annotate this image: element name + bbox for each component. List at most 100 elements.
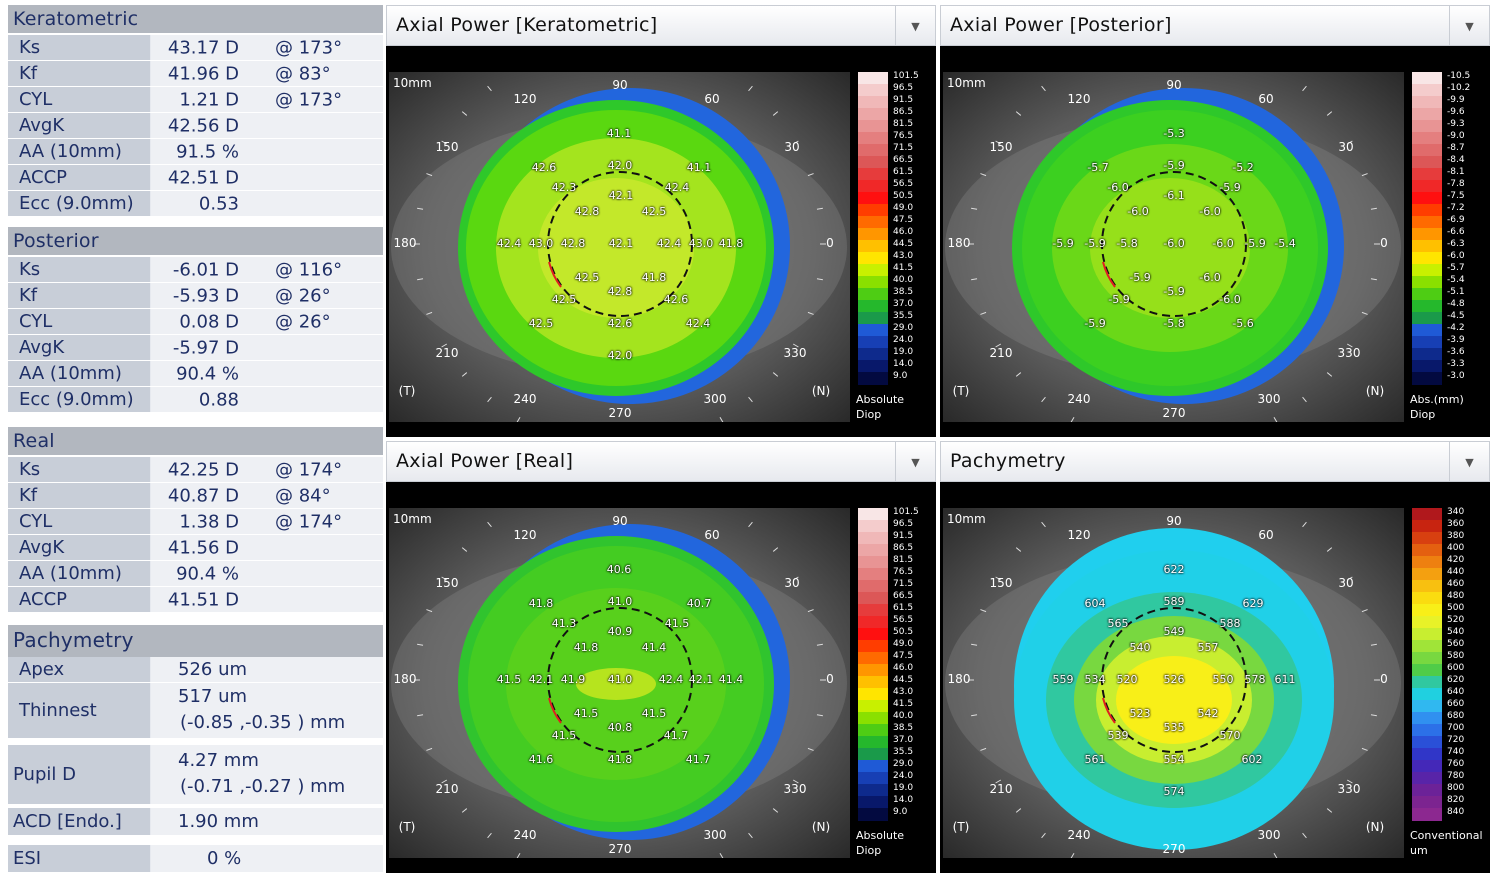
legend-label: 91.5 bbox=[893, 531, 914, 541]
view-dropdown-button[interactable]: ▼ bbox=[1449, 6, 1489, 46]
color-legend: 101.5 96.5 91.5 86.5 81.5 76.5 71.5 66.5 61.5 56.… bbox=[856, 71, 936, 422]
legend-swatch bbox=[1412, 372, 1442, 385]
topography-map[interactable]: 90 120 60 150 30 180 0 210 330 240 300 270 (T) (N) 41.… bbox=[389, 72, 850, 422]
acd-value: 1.90 mm bbox=[178, 811, 259, 832]
angle-label-a330: 330 bbox=[1337, 346, 1361, 360]
legend-label: 71.5 bbox=[893, 579, 914, 589]
row-value: 43.17 D bbox=[167, 37, 239, 58]
legend-swatch bbox=[858, 688, 888, 701]
legend-unit: Diop bbox=[856, 408, 882, 421]
angle-label-a180: 180 bbox=[947, 236, 971, 250]
legend-swatch bbox=[1412, 700, 1442, 713]
legend-label: 14.0 bbox=[893, 359, 914, 369]
view-dropdown-button[interactable]: ▼ bbox=[895, 6, 935, 46]
angle-label-a30: 30 bbox=[1338, 140, 1354, 154]
row-label: Ecc (9.0mm) bbox=[8, 191, 150, 216]
legend-swatch bbox=[1412, 748, 1442, 761]
map-value: 42.1 bbox=[528, 673, 554, 686]
angle-label-a150: 150 bbox=[435, 576, 459, 590]
panel-header: Axial Power [Keratometric] ▼ bbox=[386, 5, 936, 46]
map-value: -6.0 bbox=[1199, 205, 1221, 218]
legend-label: 540 bbox=[1447, 627, 1465, 637]
legend-swatch bbox=[1412, 772, 1442, 785]
legend-swatch bbox=[858, 168, 888, 181]
scale-label: 10mm bbox=[947, 76, 986, 90]
row-value: 42.51 D bbox=[167, 167, 239, 188]
legend-swatch bbox=[1412, 664, 1442, 677]
legend-swatch bbox=[858, 520, 888, 533]
map-value: 604 bbox=[1084, 597, 1106, 610]
pupil-coord: (-0.71 ,-0.27 ) mm bbox=[180, 776, 346, 797]
angle-label-a150: 150 bbox=[989, 140, 1013, 154]
legend-label: 520 bbox=[1447, 615, 1465, 625]
legend-label: 86.5 bbox=[893, 107, 914, 117]
legend-label: 740 bbox=[1447, 747, 1465, 757]
row-value: -6.01 D bbox=[172, 259, 239, 280]
row-label: Ks bbox=[8, 35, 150, 60]
map-value: 41.8 bbox=[718, 237, 744, 250]
legend-label: -10.5 bbox=[1447, 71, 1471, 81]
thinnest-coord: (-0.85 ,-0.35 ) mm bbox=[180, 712, 346, 733]
legend-label: 360 bbox=[1447, 519, 1465, 529]
legend-label: -3.3 bbox=[1447, 359, 1465, 369]
legend-label: -3.0 bbox=[1447, 371, 1465, 381]
angle-label-a240: 240 bbox=[513, 828, 537, 842]
angle-label-a300: 300 bbox=[703, 828, 727, 842]
legend-label: 43.0 bbox=[893, 687, 914, 697]
legend-label: 81.5 bbox=[893, 119, 914, 129]
legend-label: 46.0 bbox=[893, 663, 914, 673]
legend-label: 49.0 bbox=[893, 639, 914, 649]
esi-label: ESI bbox=[8, 845, 150, 872]
map-value: 559 bbox=[1052, 673, 1074, 686]
row-value: 90.4 % bbox=[176, 563, 239, 584]
map-value: 41.8 bbox=[607, 753, 633, 766]
map-value: -5.2 bbox=[1232, 161, 1254, 174]
row-label: ACCP bbox=[8, 587, 150, 612]
view-dropdown-button[interactable]: ▼ bbox=[1449, 442, 1489, 482]
map-value: 42.4 bbox=[685, 317, 711, 330]
legend-swatch bbox=[858, 676, 888, 689]
apex-value: 526 um bbox=[178, 659, 248, 680]
legend-swatch bbox=[858, 712, 888, 725]
view-dropdown-button[interactable]: ▼ bbox=[895, 442, 935, 482]
legend-swatch bbox=[1412, 604, 1442, 617]
angle-label-a300: 300 bbox=[1257, 392, 1281, 406]
angle-label-temporal: (T) bbox=[952, 820, 970, 834]
legend-label: 40.0 bbox=[893, 275, 914, 285]
legend-swatch bbox=[1412, 96, 1442, 109]
legend-swatch bbox=[858, 324, 888, 337]
scale-label: 10mm bbox=[947, 512, 986, 526]
topography-map[interactable]: 90 120 60 150 30 180 0 210 330 240 300 270 (T) (N) 40.… bbox=[389, 508, 850, 858]
legend-swatch bbox=[858, 772, 888, 785]
legend-label: -4.2 bbox=[1447, 323, 1465, 333]
map-value: 535 bbox=[1163, 721, 1185, 734]
topography-map[interactable]: 90 120 60 150 30 180 0 210 330 240 300 270 (T) (N) 622… bbox=[943, 508, 1404, 858]
map-value: 42.3 bbox=[551, 181, 577, 194]
panel-pachymetry: Pachymetry ▼ 90 120 60 150 30 180 0 210 330 240 300 2… bbox=[940, 441, 1490, 873]
legend-label: -7.5 bbox=[1447, 191, 1465, 201]
legend-label: 66.5 bbox=[893, 155, 914, 165]
row-axis: @ 173° bbox=[275, 89, 343, 110]
legend-label: 660 bbox=[1447, 699, 1465, 709]
legend-swatch bbox=[1412, 276, 1442, 289]
esi-row: ESI 0 % bbox=[8, 845, 383, 873]
map-value: 42.0 bbox=[607, 159, 633, 172]
angle-label-a90: 90 bbox=[1166, 78, 1182, 92]
row-post-2: CYL 0.08 D @ 26° bbox=[8, 309, 383, 335]
map-value: -5.9 bbox=[1244, 237, 1266, 250]
angle-label-a120: 120 bbox=[513, 92, 537, 106]
legend-swatch bbox=[1412, 168, 1442, 181]
panel-header: Pachymetry ▼ bbox=[940, 441, 1490, 482]
legend-swatch bbox=[1412, 628, 1442, 641]
legend-label: 720 bbox=[1447, 735, 1465, 745]
map-value: -5.8 bbox=[1116, 237, 1138, 250]
angle-label-a150: 150 bbox=[435, 140, 459, 154]
row-label: Ks bbox=[8, 257, 150, 282]
legend-swatch bbox=[858, 108, 888, 121]
color-legend: 101.5 96.5 91.5 86.5 81.5 76.5 71.5 66.5 61.5 56.… bbox=[856, 507, 936, 858]
topography-map[interactable]: 90 120 60 150 30 180 0 210 330 240 300 270 (T) (N) -5.… bbox=[943, 72, 1404, 422]
map-value: 526 bbox=[1163, 673, 1185, 686]
row-value: 91.5 % bbox=[176, 141, 239, 162]
map-value: 41.3 bbox=[551, 617, 577, 630]
legend-swatch bbox=[858, 760, 888, 773]
